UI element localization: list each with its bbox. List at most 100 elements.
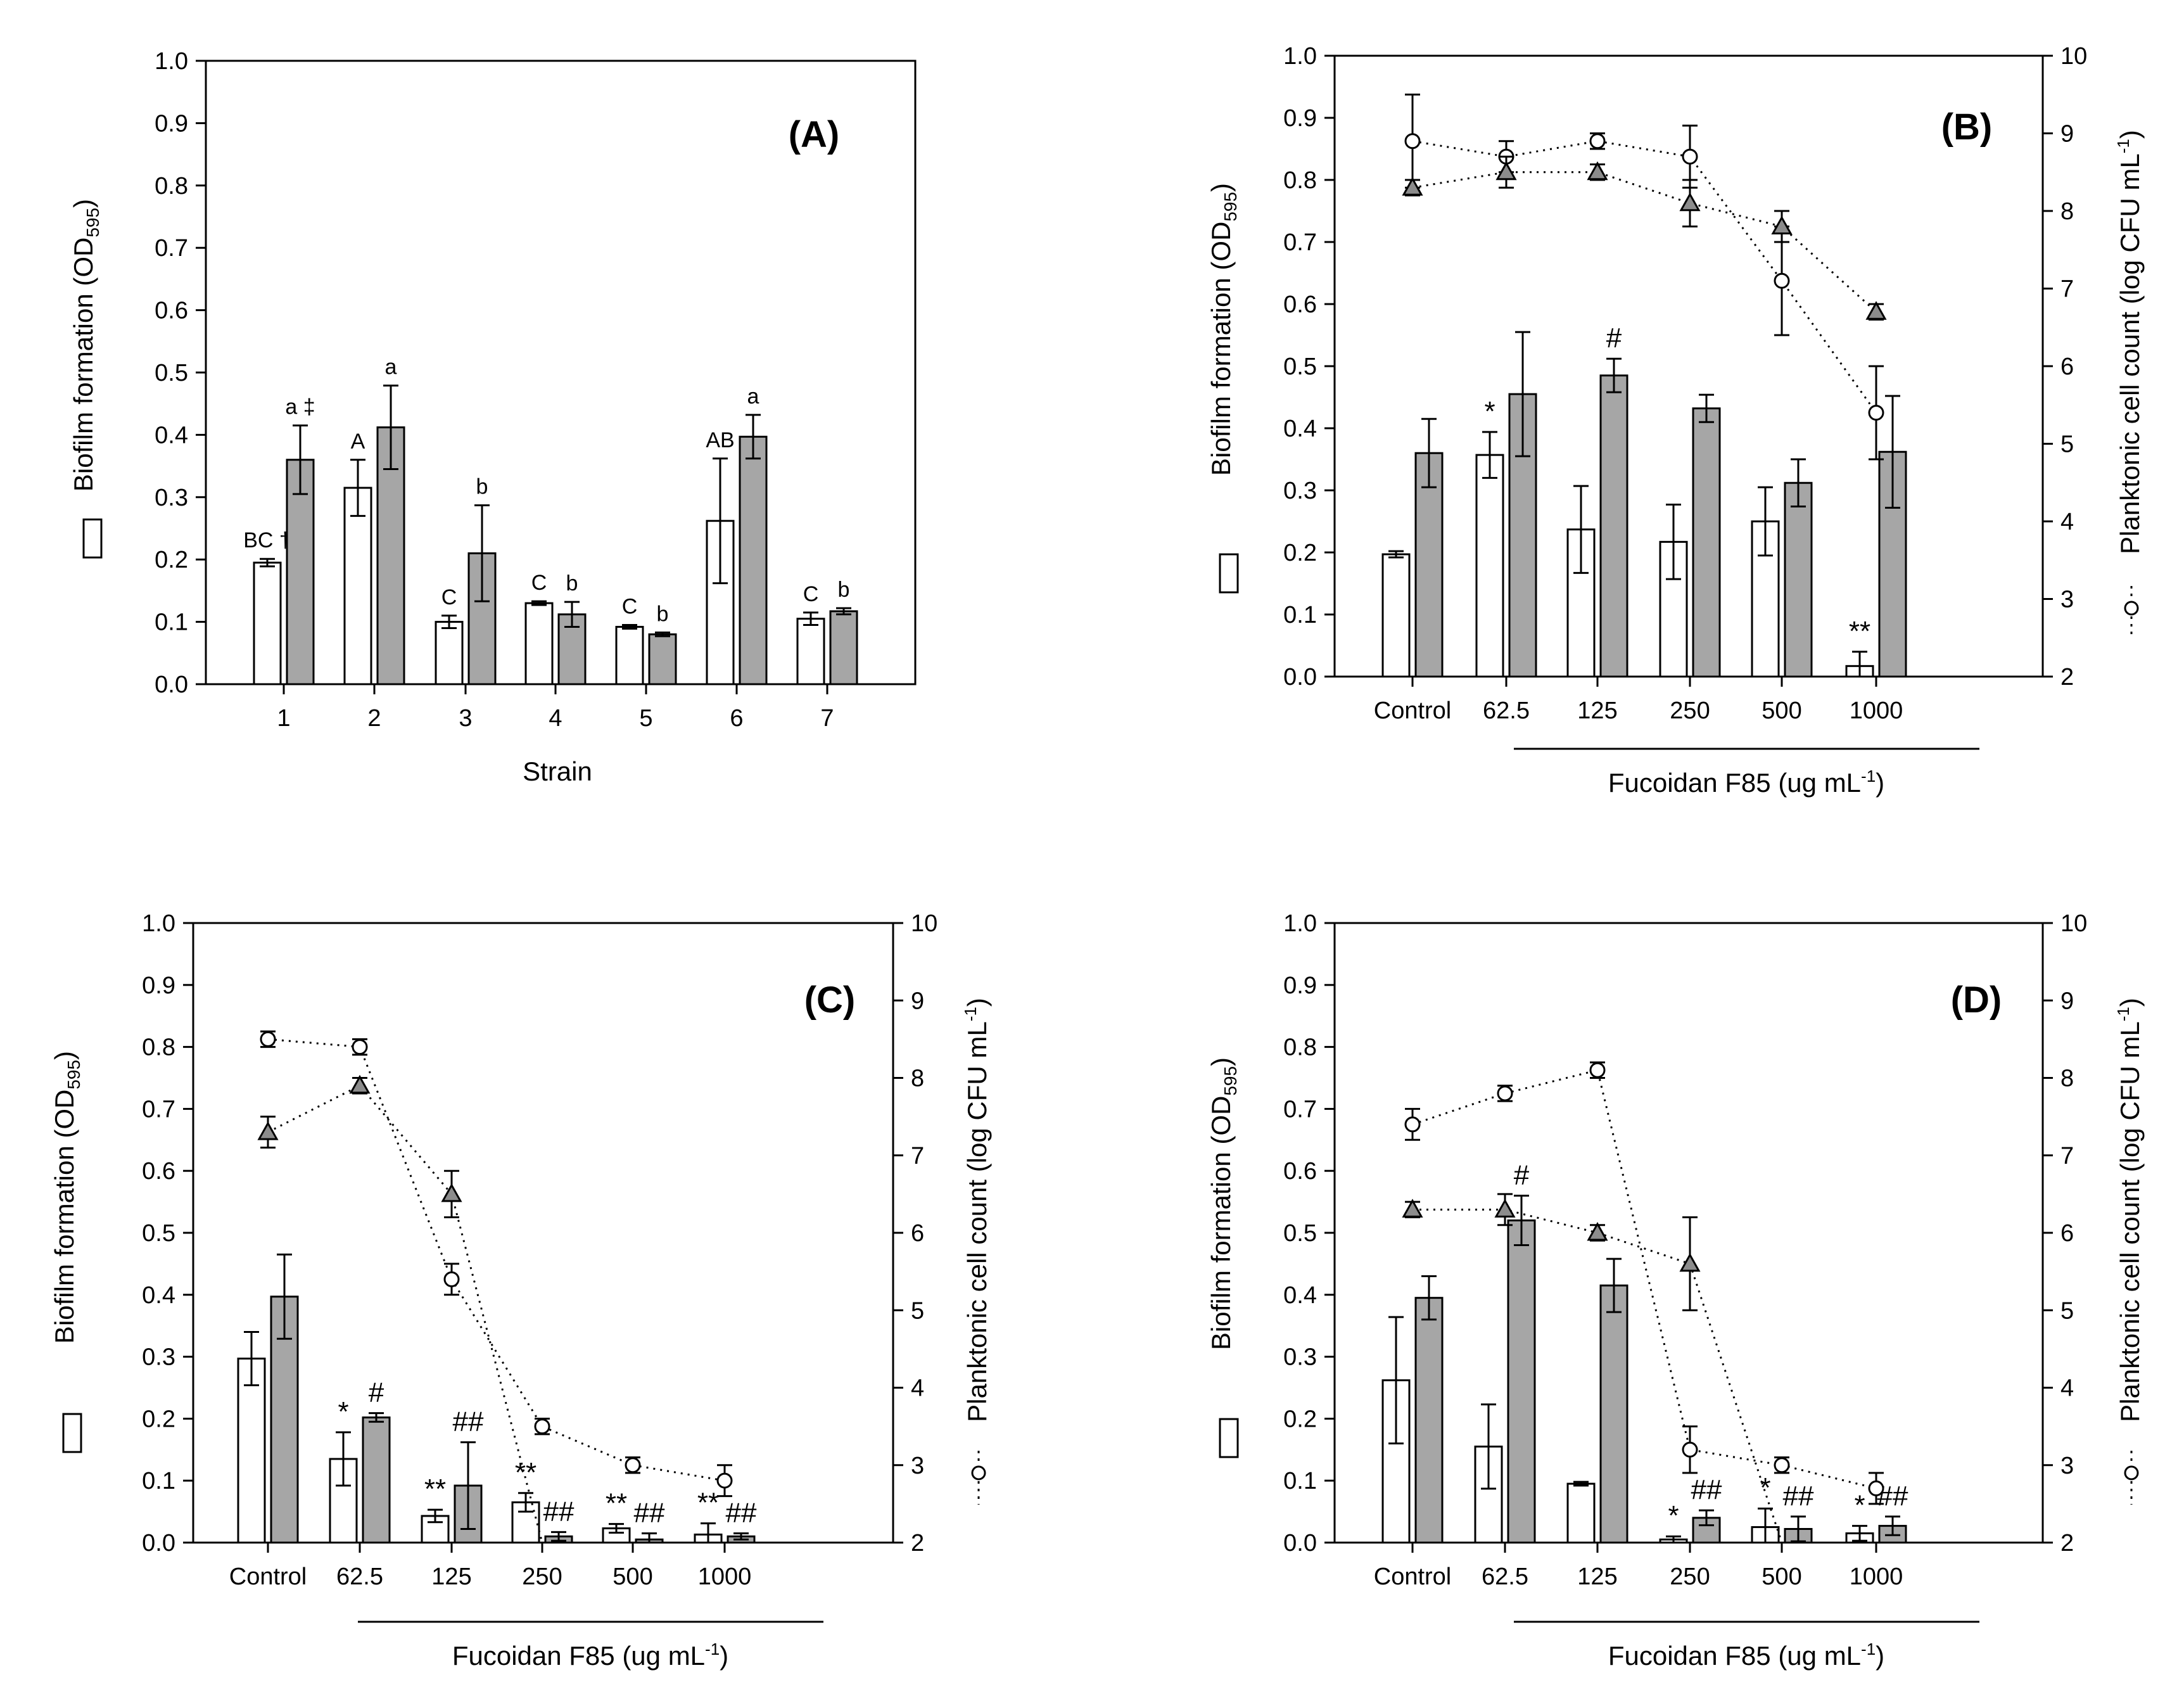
panel-c-bar-label: **	[606, 1488, 627, 1519]
panel-b-y2-tick-label: 7	[2060, 276, 2074, 303]
panel-a-y-tick-label: 0.5	[155, 360, 188, 386]
panel-d-y2-tick-label: 6	[2060, 1220, 2074, 1247]
panel-d-triangle-point	[1402, 1199, 1423, 1218]
panel-a-x-tick-label: 5	[639, 705, 652, 732]
panel-a-x-tick-label: 2	[367, 705, 381, 732]
panel-a-bar-label: b	[657, 602, 669, 626]
panel-a-bar-label: b	[566, 571, 578, 595]
panel-a-y-tick-label: 0.4	[155, 422, 188, 449]
panel-a-x-label: Strain	[523, 756, 592, 786]
panel-c-bar-label: #	[369, 1377, 384, 1408]
panel-b-triangle-point	[1495, 161, 1517, 181]
panel-c-bar-label: *	[338, 1396, 348, 1427]
panel-c-bar-label: **	[697, 1487, 719, 1519]
panel-d-y2-tick-label: 10	[2060, 910, 2087, 937]
panel-b-y2-label-key	[2124, 586, 2139, 637]
panel-d-y-tick-label: 0.3	[1283, 1344, 1317, 1371]
panel-a-y-label-key	[82, 518, 103, 559]
panel-a-y-tick-label: 1.0	[155, 48, 188, 75]
panel-c-circle-point	[352, 1039, 368, 1055]
panel-b-y2-label: Planktonic cell count (log CFU mL-1)	[2114, 130, 2145, 554]
panel-d-triangle-point	[1679, 1252, 1701, 1272]
panel-c-circle-point	[534, 1418, 550, 1435]
panel-b-y-tick-label: 0.9	[1283, 105, 1317, 132]
panel-c-y-tick-label: 0.8	[142, 1035, 175, 1061]
panel-c-y2-tick-label: 10	[911, 910, 937, 937]
panel-d-y-tick-label: 0.1	[1283, 1468, 1317, 1494]
svg-text:Planktonic cell count (log CFU: Planktonic cell count (log CFU mL-1)	[2114, 130, 2145, 554]
panel-a-bar-label: a	[747, 385, 759, 409]
panel-d-y-tick-label: 0.6	[1283, 1158, 1317, 1185]
panel-a-bar-label: AB	[706, 428, 734, 452]
panel-a-bar	[648, 633, 677, 685]
panel-b-y-tick-label: 0.4	[1283, 416, 1317, 442]
panel-a-bar-label: C	[441, 585, 457, 609]
panel-b-circle-point	[1682, 148, 1698, 165]
panel-a-bar-label: a	[385, 355, 397, 379]
panel-c-y-tick-label: 1.0	[142, 910, 175, 937]
panel-d-label: (D)	[1951, 979, 2002, 1021]
panel-c-y-tick-label: 0.3	[142, 1344, 175, 1371]
panel-c-triangle-point	[349, 1074, 371, 1094]
panel-b-y2-tick-label: 9	[2060, 121, 2074, 148]
panel-d-triangle-point	[1494, 1199, 1516, 1218]
panel-d-bar-label: #	[1514, 1159, 1530, 1190]
panel-d-y2-tick-label: 2	[2060, 1530, 2074, 1557]
panel-a-y-tick-label: 0.8	[155, 173, 188, 200]
panel-b-x-tick-label: 500	[1762, 697, 1801, 724]
panel-a-y-tick-label: 0.6	[155, 298, 188, 324]
svg-text:Planktonic cell count (log CFU: Planktonic cell count (log CFU mL-1)	[2114, 998, 2145, 1422]
panel-b-label: (B)	[1941, 106, 1993, 148]
panel-c-x-tick-label: 250	[522, 1563, 562, 1590]
panel-b-bar-label: *	[1484, 396, 1495, 427]
panel-d-y-label-key	[1219, 1418, 1239, 1458]
panel-b-triangle-point	[1402, 177, 1423, 196]
panel-d-y2-tick-label: 3	[2060, 1453, 2074, 1479]
panel-d-y-tick-label: 0.0	[1283, 1530, 1317, 1557]
panel-b-triangle-point	[1771, 215, 1793, 234]
panel-d-x-tick-label: 125	[1577, 1563, 1617, 1590]
panel-b-y2-tick-label: 4	[2060, 509, 2074, 535]
panel-b-y-tick-label: 1.0	[1283, 43, 1317, 70]
panel-c-y-tick-label: 0.5	[142, 1220, 175, 1247]
panel-c-x-tick-label: 62.5	[336, 1563, 383, 1590]
panel-a-x-tick-label: 4	[549, 705, 562, 732]
panel-c-x-tick-label: 125	[431, 1563, 471, 1590]
panel-a-bar-label: C	[803, 582, 819, 606]
panel-a-bar-label: A	[351, 430, 365, 454]
panel-c-bar-label: ##	[726, 1497, 757, 1528]
panel-b-bar	[1692, 407, 1721, 678]
panel-b-y-tick-label: 0.8	[1283, 167, 1317, 194]
panel-c-bar-label: ##	[634, 1497, 665, 1528]
panel-b-points	[1402, 93, 1887, 461]
panel-b: ***# 0.00.10.20.30.40.50.60.70.80.91.023…	[1206, 43, 2145, 798]
panel-c-y2-tick-label: 7	[911, 1143, 924, 1169]
panel-c-bar-label: **	[515, 1457, 536, 1488]
panel-d-y-tick-label: 0.2	[1283, 1406, 1317, 1432]
panel-d-x-tick-label: Control	[1374, 1563, 1452, 1590]
panel-c-circle-point	[716, 1472, 733, 1489]
panel-b-x-tick-label: Control	[1374, 697, 1452, 724]
panel-d-y-tick-label: 1.0	[1283, 910, 1317, 937]
panel-a-y-tick-label: 0.3	[155, 485, 188, 511]
panel-a-x-tick-label: 3	[459, 705, 472, 732]
panel-c-circle-point	[260, 1031, 276, 1047]
panel-d-circle-point	[1868, 1480, 1884, 1496]
panel-b-y2-tick-label: 6	[2060, 353, 2074, 380]
panel-c-circle-point	[625, 1457, 641, 1474]
panel-b-bar	[1784, 481, 1813, 678]
panel-b-x-tick-label: 1000	[1850, 697, 1903, 724]
panel-d-bars: ***### ## ##	[1381, 1159, 1908, 1544]
panel-b-bar-label: **	[1849, 616, 1870, 647]
panel-d-x-tick-label: 62.5	[1482, 1563, 1528, 1590]
panel-b-y-tick-label: 0.7	[1283, 229, 1317, 256]
panel-c-y-tick-label: 0.7	[142, 1096, 175, 1123]
panel-c-bar	[362, 1416, 391, 1544]
panel-c-y-label-key	[62, 1413, 82, 1453]
panel-d-y-tick-label: 0.8	[1283, 1035, 1317, 1061]
panel-d-bar	[1507, 1219, 1536, 1544]
panel-d-bar	[1599, 1284, 1628, 1544]
panel-d-bar	[1414, 1297, 1444, 1544]
panel-d-y-tick-label: 0.4	[1283, 1282, 1317, 1309]
